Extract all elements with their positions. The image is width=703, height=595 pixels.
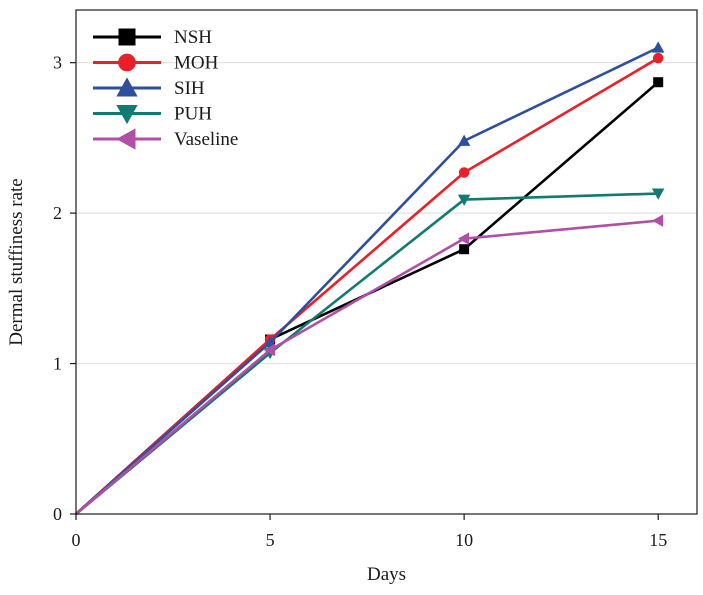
legend-marker <box>116 77 138 97</box>
legend-label: PUH <box>174 104 212 125</box>
legend-item-nsh: NSH <box>93 27 212 48</box>
y-tick-label: 0 <box>53 504 62 524</box>
y-tick-label: 3 <box>53 53 62 73</box>
legend-label: MOH <box>174 53 219 74</box>
x-tick-label: 10 <box>455 530 473 550</box>
data-point <box>459 244 470 255</box>
legend: NSH MOH SIH PUH Vaseline <box>93 27 238 150</box>
x-axis-label: Days <box>367 564 406 585</box>
legend-item-puh: PUH <box>93 104 212 125</box>
legend-label: Vaseline <box>174 129 238 150</box>
legend-label: SIH <box>174 78 205 99</box>
series-vaseline <box>75 214 664 515</box>
series-moh <box>75 52 664 515</box>
legend-marker <box>116 128 136 150</box>
y-tick-label: 2 <box>53 203 62 223</box>
data-point <box>263 343 276 357</box>
grid-lines <box>76 62 697 365</box>
plot-frame <box>75 9 698 515</box>
data-point <box>457 232 470 245</box>
data-point <box>653 77 664 88</box>
legend-item-moh: MOH <box>93 53 219 74</box>
data-point <box>263 336 277 348</box>
series-line <box>75 57 659 515</box>
data-point <box>457 194 471 206</box>
series-line <box>75 219 659 515</box>
series-group <box>75 41 665 516</box>
series-line <box>75 46 659 515</box>
data-point <box>651 41 665 53</box>
x-tick-label: 5 <box>266 530 275 550</box>
x-tick-label: 0 <box>72 530 81 550</box>
legend-marker <box>118 53 136 72</box>
y-tick-label: 1 <box>53 354 62 374</box>
legend-label: NSH <box>174 27 212 48</box>
legend-item-sih: SIH <box>93 77 205 99</box>
legend-marker <box>116 105 138 125</box>
legend-item-vaseline: Vaseline <box>93 128 238 150</box>
axes: 0 5 10 15 0 1 2 3 <box>53 9 698 550</box>
series-nsh <box>75 77 664 515</box>
data-point <box>458 167 470 178</box>
data-point <box>652 52 664 64</box>
data-point <box>651 188 665 200</box>
y-axis-label: Dermal stuffiness rate <box>6 178 27 345</box>
series-sih <box>75 41 665 515</box>
x-tick-label: 15 <box>649 530 667 550</box>
series-line <box>75 81 660 515</box>
data-point <box>651 214 664 227</box>
data-point <box>457 134 471 146</box>
legend-marker <box>118 28 136 46</box>
